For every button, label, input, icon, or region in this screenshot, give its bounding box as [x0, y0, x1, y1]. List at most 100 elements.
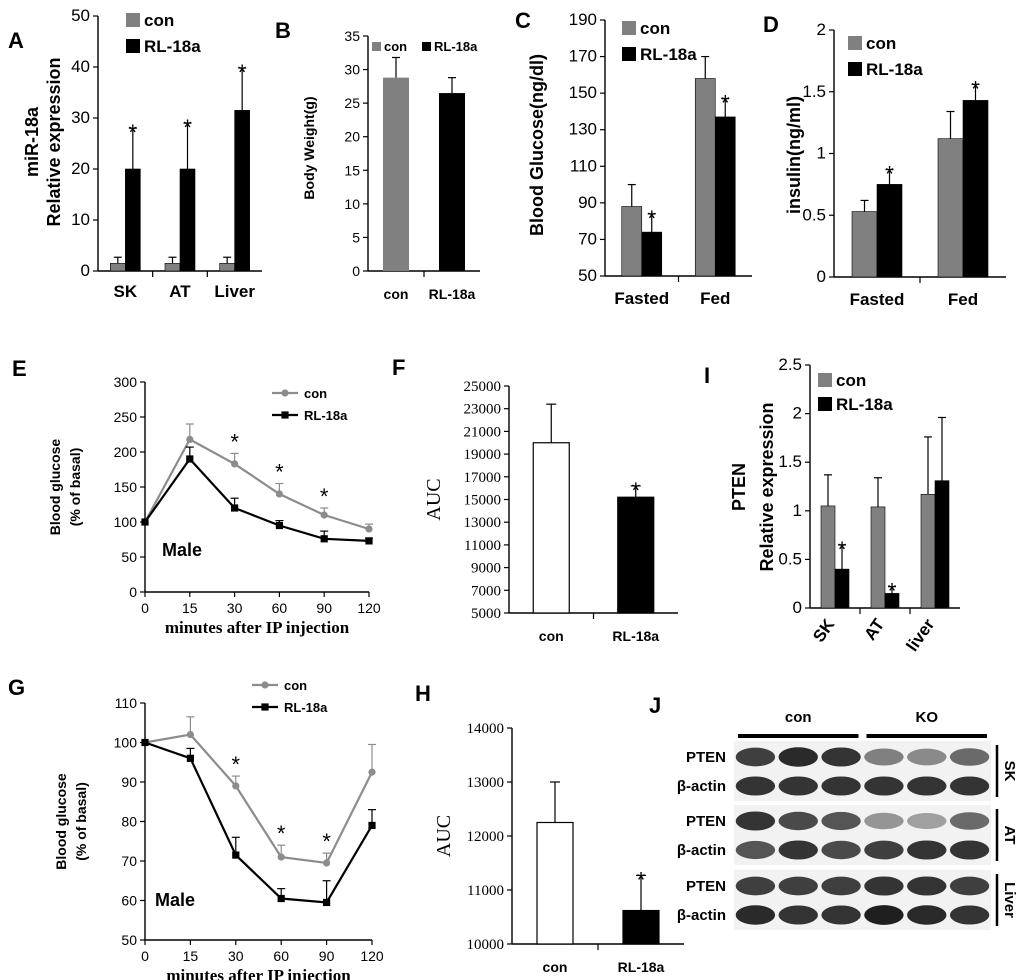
panel-J-blot-band [907, 905, 947, 925]
panel-J-blot-band [864, 876, 904, 896]
panel-J-tissue-label: SK [1001, 761, 1018, 782]
panel-J-tissue-label: Liver [1001, 882, 1018, 918]
panel-G-point-RL-18a [277, 894, 285, 903]
panel-G-y-tick-label: 70 [121, 853, 137, 869]
panel-H-category-label: con [543, 959, 568, 975]
panel-J-blot-band [949, 812, 990, 830]
panel-D-label: D [763, 12, 779, 37]
panel-C-significance-star: * [721, 91, 730, 116]
panel-C-y-tick-label: 150 [569, 83, 597, 102]
panel-E-y-tick-label: 50 [121, 549, 137, 565]
panel-D-significance-star: * [971, 76, 980, 101]
panel-D-bar-con [851, 211, 878, 278]
panel-J-blot-band [821, 876, 861, 896]
panel-C-y-tick-label: 170 [569, 47, 597, 66]
panel-G-point-con [232, 782, 240, 790]
panel-I-category-label: SK [809, 615, 839, 646]
panel-J-blot-band [949, 905, 990, 925]
panel-G-y-tick-label: 50 [121, 932, 137, 948]
panel-E-point-RL-18a [320, 535, 328, 543]
panel-B-y-tick-label: 35 [344, 28, 360, 44]
panel-J-blot-band [864, 905, 904, 925]
panel-B-y-tick-label: 15 [344, 162, 360, 178]
panel-G-significance-star: * [277, 821, 286, 846]
panel-B-y-tick-label: 30 [344, 62, 360, 78]
panel-E-x-tick-label: 90 [316, 600, 332, 616]
panel-B-y-axis-title: Body Weight(g) [301, 96, 317, 199]
panel-E-x-tick-label: 0 [141, 600, 149, 616]
panel-G-point-RL-18a [141, 738, 149, 747]
panel-E-y-axis-title-line1: Blood glucose [47, 439, 63, 536]
panel-B-y-tick-label: 10 [344, 196, 360, 212]
panel-C-legend-label: RL-18a [640, 45, 697, 64]
panel-D-y-tick-label: 1 [817, 144, 826, 163]
panel-F-y-tick-label: 9000 [471, 561, 501, 577]
panel-A-bar-con [110, 263, 126, 272]
panel-E-y-tick-label: 150 [114, 479, 138, 495]
panel-E-y-tick-label: 200 [114, 444, 138, 460]
panel-J-blot-band [778, 776, 818, 796]
panel-H-significance-star: * [637, 867, 646, 892]
panel-J-group-label: con [785, 709, 812, 726]
panel-I-y-tick-label: 2 [793, 404, 802, 423]
panel-J-membrane-SK [734, 741, 991, 801]
panel-G-x-tick-label: 120 [360, 948, 384, 964]
panel-J-blot-band [735, 776, 776, 796]
panel-J-row-label: β-actin [677, 842, 726, 859]
panel-A-legend-label: con [144, 11, 174, 30]
panel-G-y-axis-title-line1: Blood glucose [53, 773, 69, 870]
panel-I-legend-label: RL-18a [836, 395, 893, 414]
panel-F-bar-RL-18a [617, 496, 655, 614]
panel-H-label: H [415, 681, 431, 706]
panel-J-blot-band [949, 748, 990, 766]
panel-J-blot-band [821, 905, 861, 925]
panel-G-point-RL-18a [186, 754, 194, 762]
panel-G-x-axis-title: minutes after IP injection [166, 966, 351, 980]
panel-G-legend-marker [261, 681, 269, 689]
panel-B-y-tick-label: 25 [344, 95, 360, 111]
panel-G-point-RL-18a [368, 821, 376, 830]
panel-A-significance-star: * [129, 120, 138, 145]
panel-G-point-con [186, 731, 194, 739]
panel-A-bar-RL-18a [125, 168, 141, 272]
panel-J-row-label: β-actin [677, 778, 726, 795]
panel-D-legend-swatch-con [848, 36, 862, 50]
panel-J-blot-band [949, 840, 990, 860]
panel-G-y-tick-label: 60 [121, 893, 137, 909]
panel-E-point-con [365, 525, 373, 533]
panel-I-y-tick-label: 1.5 [778, 452, 802, 471]
panel-D-y-tick-label: 1.5 [802, 82, 826, 101]
panel-C-category-label: Fed [700, 289, 730, 308]
panel-J-blot-band [907, 812, 947, 830]
panel-J-blot-band [864, 776, 904, 796]
panel-E-point-con [320, 511, 328, 519]
panel-E-y-tick-label: 0 [129, 584, 137, 600]
panel-G-point-RL-18a [232, 851, 240, 859]
panel-C-bar-con [694, 78, 716, 277]
panel-B-legend-swatch [422, 42, 431, 51]
panel-G-x-tick-label: 90 [319, 948, 335, 964]
panel-G-significance-star: * [322, 829, 331, 854]
panel-A-y-tick-label: 30 [71, 108, 90, 127]
panel-J-membrane-AT [734, 805, 991, 865]
panel-E-y-tick-label: 100 [114, 514, 138, 530]
panel-E-point-con [231, 460, 239, 468]
panel-I-bar-con [920, 493, 936, 609]
panel-E-x-tick-label: 15 [182, 600, 198, 616]
panel-G-y-tick-label: 90 [121, 774, 137, 790]
panel-C-y-tick-label: 130 [569, 120, 597, 139]
panel-D-legend-label: RL-18a [866, 60, 923, 79]
panel-I-label: I [704, 363, 710, 388]
panel-D-bar-con [937, 138, 964, 278]
panel-E-annotation: Male [162, 540, 202, 560]
panel-I-y-tick-label: 0 [793, 598, 802, 617]
panel-E-significance-star: * [275, 460, 284, 485]
panel-E-x-tick-label: 60 [272, 600, 288, 616]
panel-J-blot-band [907, 876, 947, 896]
panel-D-bar-RL-18a [962, 100, 989, 278]
panel-G-significance-star: * [232, 752, 241, 777]
panel-C-y-tick-label: 190 [569, 10, 597, 29]
panel-B-bar-con [383, 77, 409, 271]
panel-G-x-tick-label: 30 [228, 948, 244, 964]
panel-E-point-RL-18a [231, 504, 239, 512]
